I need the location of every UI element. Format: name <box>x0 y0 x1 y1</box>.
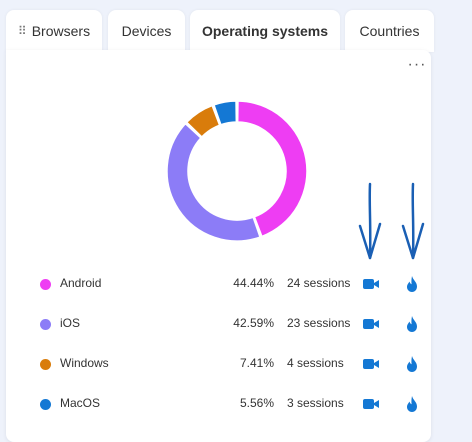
flame-icon[interactable] <box>403 275 421 293</box>
more-options-icon[interactable]: ··· <box>407 56 427 73</box>
tab-devices[interactable]: Devices <box>108 10 185 52</box>
donut-slice-windows[interactable] <box>185 104 221 138</box>
tab-label: Devices <box>121 23 172 39</box>
tab-label: Operating systems <box>201 23 329 39</box>
legend-row-android: Android 44.44% 24 sessions <box>6 273 431 295</box>
video-camera-icon[interactable] <box>362 275 380 293</box>
legend-name: Windows <box>60 356 109 370</box>
legend-color-dot <box>40 319 51 330</box>
legend-percent: 42.59% <box>233 316 274 330</box>
legend-percent: 44.44% <box>233 276 274 290</box>
donut-slice-ios[interactable] <box>166 122 261 242</box>
legend-name: iOS <box>60 316 81 330</box>
annotation-arrow-recording <box>358 182 382 260</box>
flame-icon[interactable] <box>403 395 421 413</box>
tab-label: Browsers <box>31 23 91 39</box>
video-camera-icon[interactable] <box>362 395 380 413</box>
legend-sessions: 4 sessions <box>287 356 344 370</box>
legend-percent: 5.56% <box>239 396 274 410</box>
legend-row-windows: Windows 7.41% 4 sessions <box>6 353 431 375</box>
drag-handle-icon[interactable]: ⠿ <box>17 24 27 38</box>
legend-color-dot <box>40 359 51 370</box>
video-camera-icon[interactable] <box>362 355 380 373</box>
donut-chart <box>166 100 308 242</box>
legend-percent: 7.41% <box>239 356 274 370</box>
legend-row-macos: MacOS 5.56% 3 sessions <box>6 393 431 415</box>
legend-color-dot <box>40 399 51 410</box>
operating-systems-card: ··· Android 44.44% 24 sessions iOS 42.59% 23 … <box>6 50 431 442</box>
legend-sessions: 23 sessions <box>287 316 351 330</box>
tab-browsers[interactable]: ⠿ Browsers <box>6 10 102 52</box>
flame-icon[interactable] <box>403 355 421 373</box>
legend-row-ios: iOS 42.59% 23 sessions <box>6 313 431 335</box>
legend-color-dot <box>40 279 51 290</box>
legend-sessions: 3 sessions <box>287 396 344 410</box>
flame-icon[interactable] <box>403 315 421 333</box>
tab-operating-systems[interactable]: Operating systems <box>190 10 340 52</box>
donut-slice-macos[interactable] <box>213 100 238 126</box>
legend-name: Android <box>60 276 102 290</box>
annotation-arrows <box>358 182 425 260</box>
legend-name: MacOS <box>60 396 101 410</box>
video-camera-icon[interactable] <box>362 315 380 333</box>
annotation-arrow-heatmap <box>401 182 425 260</box>
tab-label: Countries <box>359 23 420 39</box>
tab-countries[interactable]: Countries <box>345 10 434 52</box>
donut-slice-android[interactable] <box>236 100 308 238</box>
legend-sessions: 24 sessions <box>287 276 351 290</box>
report-tabs: ⠿ Browsers Devices Operating systems Cou… <box>0 10 472 52</box>
